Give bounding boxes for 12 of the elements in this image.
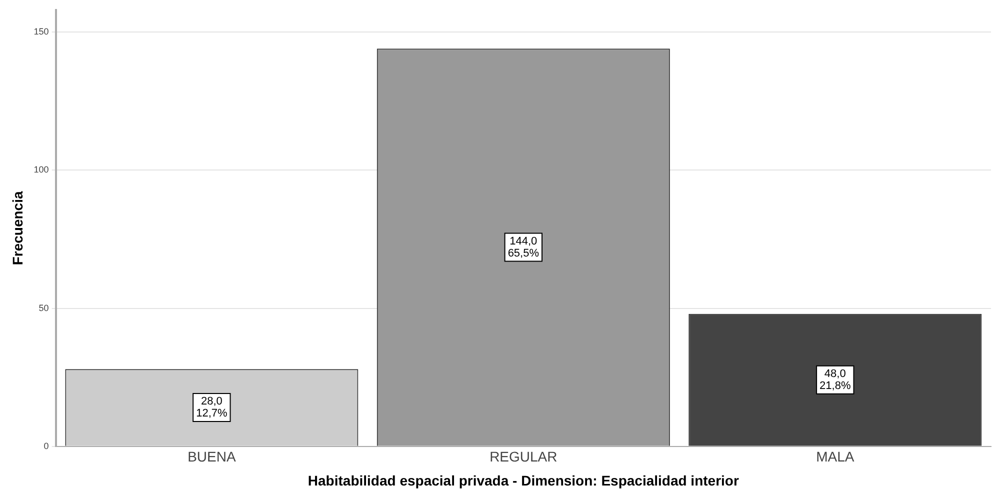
data-label: 144,0 65,5%	[508, 235, 540, 260]
x-tick-label: BUENA	[188, 448, 236, 465]
y-tick-label: 100	[34, 164, 49, 175]
y-tick-label: 150	[34, 26, 49, 37]
y-tick-label: 0	[44, 440, 49, 451]
data-label: 28,0 12,7%	[196, 396, 228, 420]
y-axis-title: Frecuencia	[9, 191, 26, 266]
y-tick-label: 50	[38, 302, 49, 313]
x-tick-label: REGULAR	[490, 448, 558, 465]
x-tick-label: MALA	[816, 448, 855, 465]
x-axis-title: Habitabilidad espacial privada - Dimension: Espacialidad interior	[308, 472, 740, 488]
data-label: 48,0 21,8%	[820, 368, 851, 392]
